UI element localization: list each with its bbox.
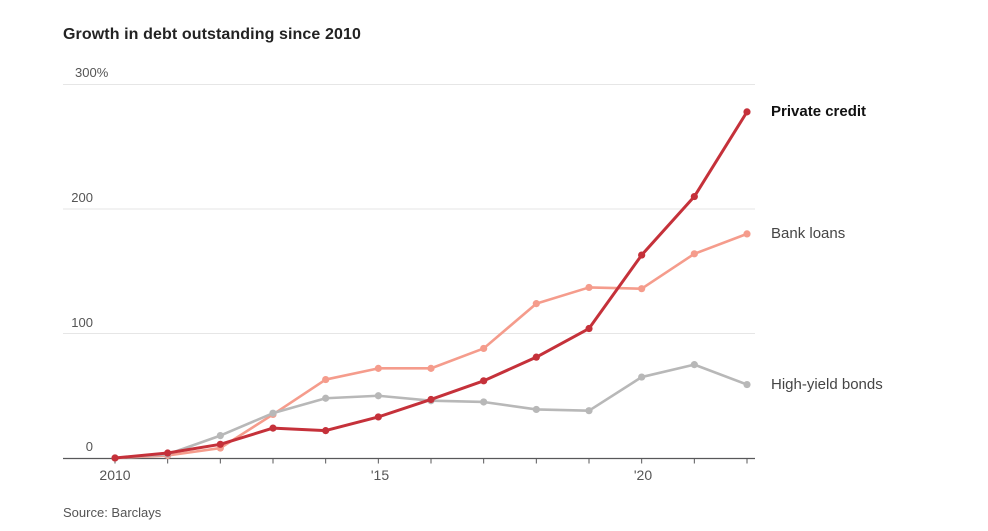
y-axis-tick-300: 300% xyxy=(75,65,109,80)
x-axis-tick-2015: '15 xyxy=(370,467,390,483)
y-axis-tick-200: 200 xyxy=(71,190,93,205)
x-axis-tick-2020: '20 xyxy=(633,467,653,483)
source-attribution: Source: Barclays xyxy=(63,505,162,520)
series-label-high-yield-bonds: High-yield bonds xyxy=(771,375,883,393)
x-axis-tick-2010: 2010 xyxy=(99,467,131,483)
y-axis-tick-100: 100 xyxy=(71,315,93,330)
y-axis-tick-0: 0 xyxy=(85,439,93,454)
series-label-bank-loans: Bank loans xyxy=(771,224,846,242)
series-label-private-credit: Private credit xyxy=(771,102,867,120)
chart-title: Growth in debt outstanding since 2010 xyxy=(63,26,361,43)
